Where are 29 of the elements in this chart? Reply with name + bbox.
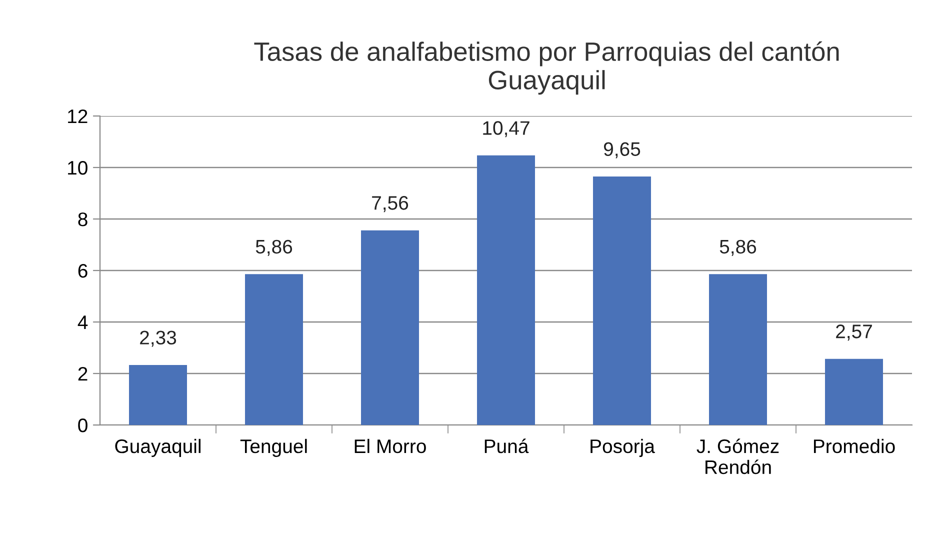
x-tick-label: Promedio bbox=[814, 438, 895, 454]
y-tick-label: 6 bbox=[78, 264, 88, 278]
data-label: 5,86 bbox=[256, 240, 292, 256]
x-tick-label: J. Gómez Rendón bbox=[696, 438, 779, 474]
bar bbox=[129, 365, 187, 425]
bar bbox=[245, 274, 303, 425]
x-tick-label: Tenguel bbox=[240, 438, 307, 458]
chart-title: Tasas de analfabetismo por Parroquias del cantón Guayaquil bbox=[254, 41, 839, 95]
y-tick-label: 4 bbox=[78, 316, 88, 330]
bar bbox=[709, 274, 767, 425]
y-tick-label: 0 bbox=[78, 418, 88, 432]
x-tick-label: El Morro bbox=[354, 438, 426, 454]
data-label: 2,33 bbox=[140, 330, 176, 347]
bar bbox=[825, 358, 883, 425]
y-tick-label: 12 bbox=[68, 109, 88, 124]
bar bbox=[593, 176, 651, 425]
y-tick-label: 2 bbox=[78, 366, 88, 381]
data-label: 2,57 bbox=[836, 324, 872, 341]
x-tick-label: Puná bbox=[484, 438, 529, 454]
y-tick-label: 8 bbox=[78, 212, 88, 226]
data-label: 9,65 bbox=[604, 142, 640, 158]
bar bbox=[477, 155, 535, 425]
data-label: 10,47 bbox=[483, 121, 530, 138]
data-label: 5,86 bbox=[720, 240, 756, 256]
bar bbox=[361, 230, 419, 425]
data-label: 7,56 bbox=[372, 196, 408, 212]
x-tick-label: Posorja bbox=[590, 438, 655, 458]
y-tick-label: 10 bbox=[68, 160, 88, 175]
x-tick-label: Guayaquil bbox=[115, 438, 200, 458]
